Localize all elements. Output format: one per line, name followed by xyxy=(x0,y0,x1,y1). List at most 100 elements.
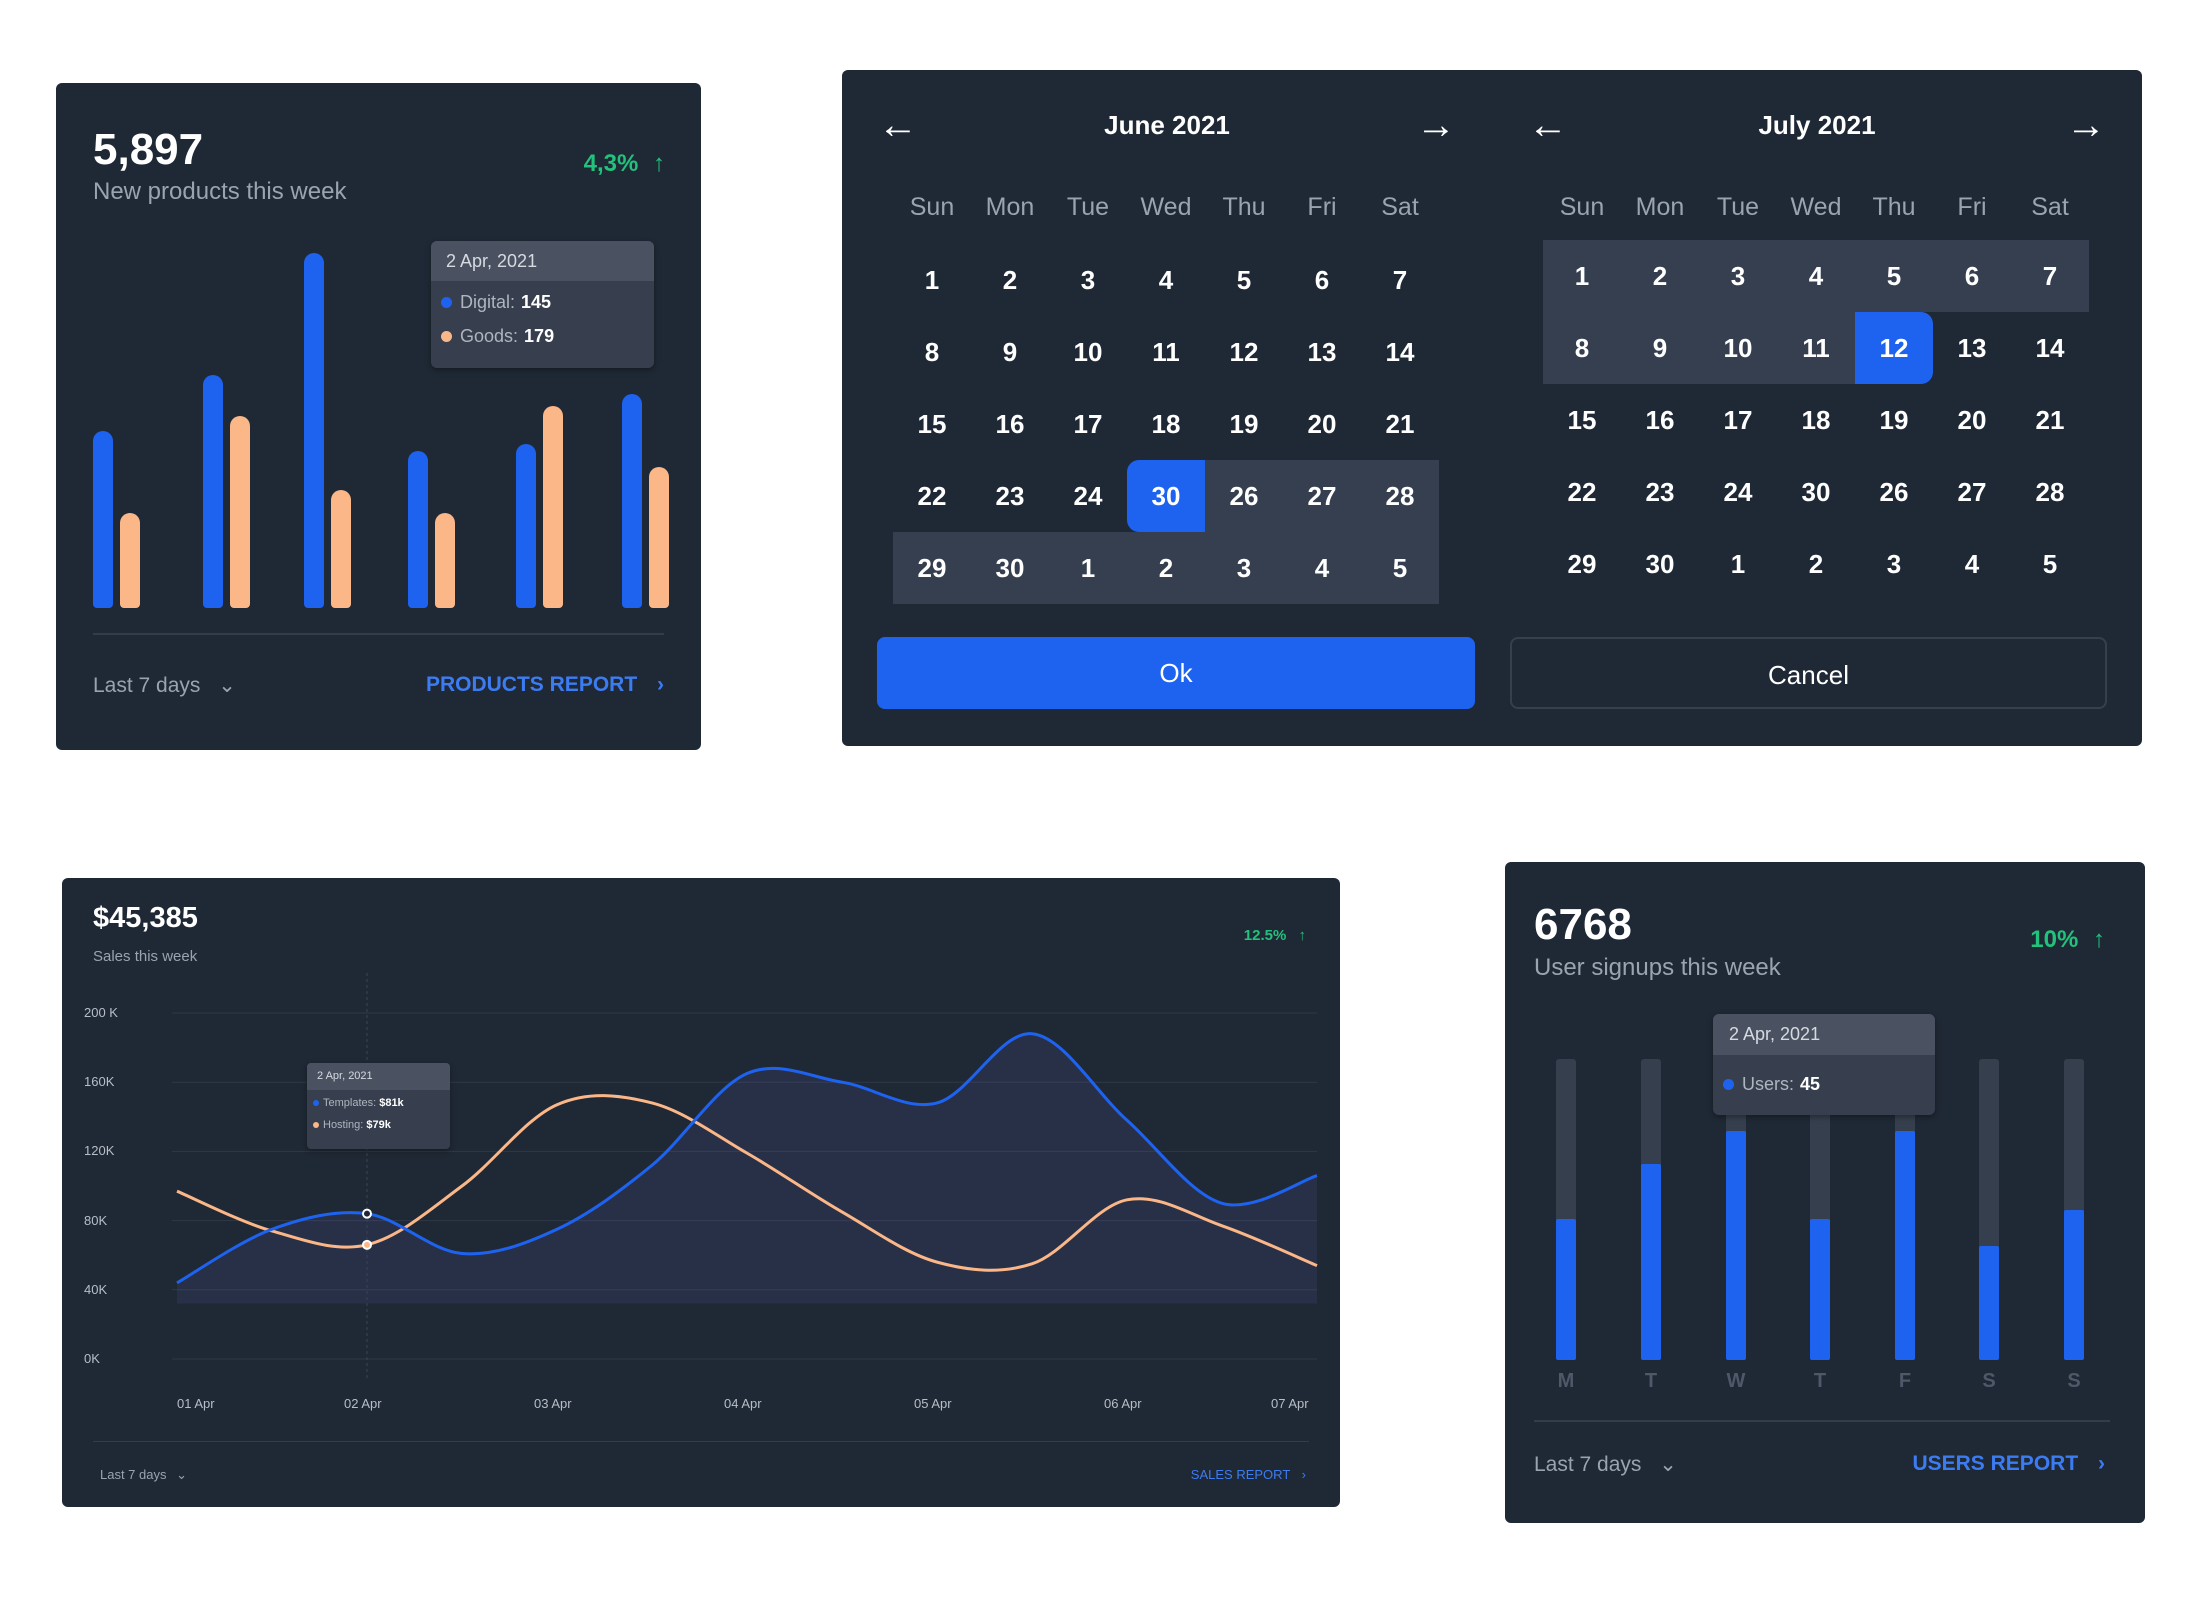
calendar-day[interactable]: 6 xyxy=(1314,265,1330,295)
calendar-day[interactable]: 27 xyxy=(1957,477,1987,507)
calendar-day[interactable]: 20 xyxy=(1957,405,1987,435)
bar-fill[interactable] xyxy=(1979,1245,1999,1360)
calendar-day-selected[interactable]: 12 xyxy=(1855,312,1933,384)
june-next-arrow-icon[interactable]: → xyxy=(1416,103,1456,147)
calendar-day[interactable]: 18 xyxy=(1151,409,1181,439)
calendar-day[interactable]: 12 xyxy=(1229,337,1259,367)
calendar-day[interactable]: 4 xyxy=(1283,532,1361,604)
calendar-day[interactable]: 14 xyxy=(2035,333,2065,363)
bar-fill[interactable] xyxy=(2064,1209,2084,1360)
calendar-day[interactable]: 22 xyxy=(917,481,947,511)
bar-fill[interactable] xyxy=(1556,1218,1576,1360)
calendar-day[interactable]: 14 xyxy=(1385,337,1415,367)
calendar-day[interactable]: 5 xyxy=(1855,240,1933,312)
calendar-day[interactable]: 15 xyxy=(917,409,947,439)
calendar-day[interactable]: 10 xyxy=(1073,337,1103,367)
calendar-day[interactable]: 3 xyxy=(1080,265,1096,295)
calendar-day[interactable]: 4 xyxy=(1964,549,1980,579)
calendar-day[interactable]: 23 xyxy=(995,481,1025,511)
sales-report-link[interactable]: SALES REPORT › xyxy=(1191,1467,1306,1482)
calendar-day[interactable]: 27 xyxy=(1283,460,1361,532)
calendar-day[interactable]: 17 xyxy=(1723,405,1753,435)
bar-fill[interactable] xyxy=(1810,1218,1830,1360)
calendar-day[interactable]: 23 xyxy=(1645,477,1675,507)
calendar-day[interactable]: 20 xyxy=(1307,409,1337,439)
calendar-day[interactable]: 7 xyxy=(2011,240,2089,312)
calendar-day[interactable]: 26 xyxy=(1205,460,1283,532)
calendar-day[interactable]: 18 xyxy=(1801,405,1831,435)
calendar-day[interactable]: 2 xyxy=(1621,240,1699,312)
bar-goods[interactable] xyxy=(435,513,455,608)
calendar-day[interactable]: 13 xyxy=(1307,337,1337,367)
calendar-day[interactable]: 9 xyxy=(1002,337,1018,367)
calendar-day[interactable]: 3 xyxy=(1699,240,1777,312)
calendar-day[interactable]: 19 xyxy=(1879,405,1909,435)
calendar-day[interactable]: 11 xyxy=(1777,312,1855,384)
calendar-day[interactable]: 11 xyxy=(1152,337,1180,367)
calendar-day[interactable]: 3 xyxy=(1886,549,1902,579)
calendar-day[interactable]: 10 xyxy=(1699,312,1777,384)
bar-goods[interactable] xyxy=(230,416,250,608)
bar-digital[interactable] xyxy=(408,451,428,608)
calendar-day[interactable]: 4 xyxy=(1777,240,1855,312)
range-dropdown[interactable]: Last 7 days ⌄ xyxy=(100,1467,187,1483)
calendar-day[interactable]: 5 xyxy=(1361,532,1439,604)
products-report-link[interactable]: PRODUCTS REPORT › xyxy=(426,673,664,697)
calendar-day[interactable]: 2 xyxy=(1002,265,1018,295)
calendar-day[interactable]: 1 xyxy=(1049,532,1127,604)
calendar-day[interactable]: 24 xyxy=(1073,481,1103,511)
calendar-day-selected[interactable]: 30 xyxy=(1127,460,1205,532)
bar-digital[interactable] xyxy=(622,393,642,608)
calendar-day[interactable]: 16 xyxy=(1645,405,1675,435)
calendar-day[interactable]: 5 xyxy=(1236,265,1252,295)
calendar-day[interactable]: 22 xyxy=(1567,477,1597,507)
ok-button[interactable]: Ok xyxy=(877,637,1475,709)
calendar-day[interactable]: 17 xyxy=(1073,409,1103,439)
calendar-day[interactable]: 19 xyxy=(1229,409,1259,439)
bar-goods[interactable] xyxy=(649,467,669,608)
calendar-day[interactable]: 8 xyxy=(1543,312,1621,384)
calendar-day[interactable]: 21 xyxy=(1385,409,1415,439)
bar-goods[interactable] xyxy=(120,513,140,608)
calendar-day[interactable]: 6 xyxy=(1933,240,2011,312)
calendar-day[interactable]: 30 xyxy=(1801,477,1831,507)
calendar-day[interactable]: 1 xyxy=(1730,549,1746,579)
calendar-day[interactable]: 3 xyxy=(1205,532,1283,604)
july-next-arrow-icon[interactable]: → xyxy=(2066,103,2106,147)
range-dropdown[interactable]: Last 7 days ⌄ xyxy=(1534,1452,1677,1477)
calendar-day[interactable]: 13 xyxy=(1957,333,1987,363)
calendar-day[interactable]: 5 xyxy=(2042,549,2058,579)
calendar-day[interactable]: 26 xyxy=(1879,477,1909,507)
calendar-day[interactable]: 2 xyxy=(1808,549,1824,579)
bar-fill[interactable] xyxy=(1641,1164,1661,1360)
range-dropdown[interactable]: Last 7 days ⌄ xyxy=(93,673,236,698)
july-prev-arrow-icon[interactable]: ← xyxy=(1528,103,1568,147)
bar-fill[interactable] xyxy=(1895,1131,1915,1360)
calendar-day[interactable]: 15 xyxy=(1567,405,1597,435)
calendar-day[interactable]: 16 xyxy=(995,409,1025,439)
calendar-day[interactable]: 28 xyxy=(1361,460,1439,532)
calendar-day[interactable]: 9 xyxy=(1621,312,1699,384)
calendar-day[interactable]: 24 xyxy=(1723,477,1753,507)
calendar-day[interactable]: 30 xyxy=(971,532,1049,604)
bar-digital[interactable] xyxy=(93,430,113,608)
calendar-day[interactable]: 21 xyxy=(2035,405,2065,435)
calendar-day[interactable]: 8 xyxy=(924,337,940,367)
cancel-button[interactable]: Cancel xyxy=(1510,637,2107,709)
calendar-day[interactable]: 1 xyxy=(924,265,940,295)
calendar-day[interactable]: 29 xyxy=(1567,549,1597,579)
calendar-day[interactable]: 2 xyxy=(1127,532,1205,604)
calendar-day[interactable]: 1 xyxy=(1543,240,1621,312)
calendar-day[interactable]: 30 xyxy=(1645,549,1675,579)
bar-goods[interactable] xyxy=(331,489,351,608)
calendar-day[interactable]: 28 xyxy=(2035,477,2065,507)
calendar-day[interactable]: 29 xyxy=(893,532,971,604)
bar-fill[interactable] xyxy=(1726,1131,1746,1360)
calendar-day[interactable]: 7 xyxy=(1392,265,1408,295)
bar-digital[interactable] xyxy=(304,252,324,608)
june-prev-arrow-icon[interactable]: ← xyxy=(878,103,918,147)
bar-digital[interactable] xyxy=(516,444,536,608)
users-report-link[interactable]: USERS REPORT › xyxy=(1912,1452,2105,1476)
bar-goods[interactable] xyxy=(543,406,563,608)
bar-digital[interactable] xyxy=(203,374,223,608)
